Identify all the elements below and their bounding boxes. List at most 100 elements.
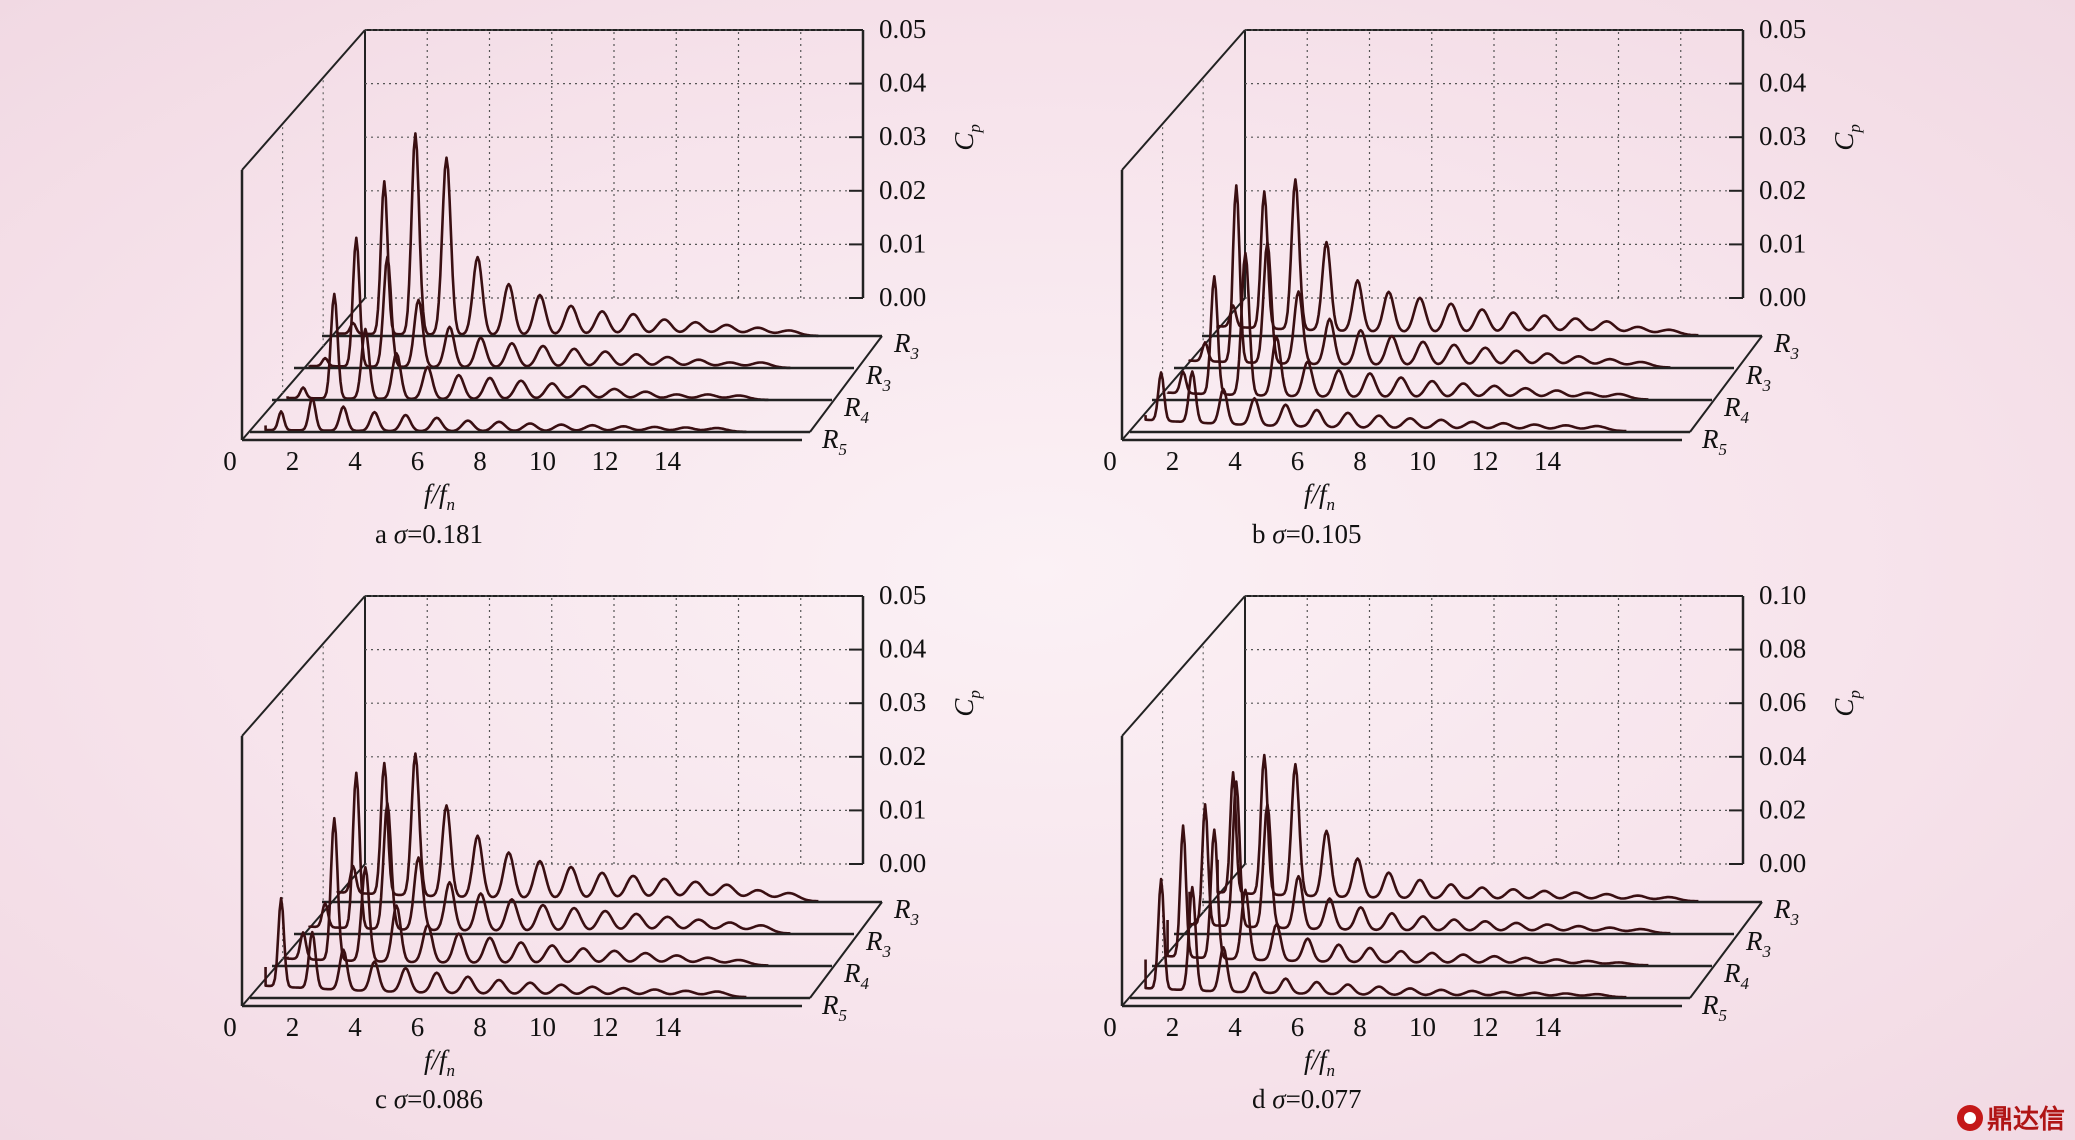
x-tick-label: 0: [223, 446, 237, 476]
y-axis-label-text: Cp: [1829, 690, 1864, 717]
watermark: 鼎达信: [1956, 1099, 2065, 1136]
back-wall: [240, 595, 865, 1007]
x-tick-label: 14: [1534, 1012, 1562, 1042]
y-tick-label: 0.02: [1759, 794, 1806, 824]
slice-label: R4: [1723, 958, 1750, 993]
x-tick-label: 14: [1534, 446, 1562, 476]
x-tick-label: 4: [1228, 446, 1242, 476]
y-axis-label-text: Cp: [949, 690, 984, 717]
y-tick-label: 0.01: [879, 794, 926, 824]
y-tick-label: 0.04: [879, 634, 927, 664]
slice-label: R3: [865, 926, 891, 961]
side-wall-top: [241, 595, 366, 737]
series-line: [1166, 251, 1649, 401]
floor-right-edge: [809, 335, 883, 433]
x-tick-label: 10: [1409, 1012, 1436, 1042]
series-line: [1216, 178, 1699, 337]
x-tick-label: 4: [348, 446, 362, 476]
y-tick-label: 0.04: [1759, 741, 1807, 771]
x-tick-label: 2: [286, 1012, 300, 1042]
panel-caption: c σ=0.086: [375, 1084, 483, 1114]
y-axis-label: Cp: [949, 690, 984, 717]
series-slice-r3: R3: [1174, 184, 1771, 395]
slice-label: R5: [1701, 990, 1727, 1025]
y-tick-label: 0.02: [879, 741, 926, 771]
y-tick-label: 0.04: [879, 68, 927, 98]
series-line: [308, 236, 791, 370]
y-tick-label: 0.01: [879, 228, 926, 258]
x-tick-label: 8: [473, 1012, 487, 1042]
y-axis-label: Cp: [1829, 124, 1864, 151]
x-tick-label: 2: [1166, 1012, 1180, 1042]
series-slice-r3: R3: [322, 752, 919, 929]
x-axis-label: f/fn: [1304, 479, 1335, 514]
y-axis-label: Cp: [949, 124, 984, 151]
back-wall: [240, 29, 865, 441]
y-tick-label: 0.00: [879, 282, 926, 312]
slice-label: R3: [1773, 328, 1799, 363]
x-tick-label: 2: [286, 446, 300, 476]
back-wall: [1120, 29, 1745, 441]
x-axis-label: f/fn: [1304, 1045, 1335, 1080]
y-tick-label: 0.00: [1759, 848, 1806, 878]
x-axis-label: f/fn: [424, 479, 455, 514]
panel-caption: b σ=0.105: [1252, 519, 1362, 549]
x-tick-label: 0: [1103, 446, 1117, 476]
side-wall-top: [241, 29, 366, 171]
series-slice-r3: R3: [294, 771, 891, 961]
series-slice-r3: R3: [1174, 780, 1771, 961]
x-tick-label: 10: [1409, 446, 1436, 476]
series-line: [336, 132, 819, 338]
slice-label: R4: [1723, 392, 1750, 427]
series-line: [308, 771, 791, 935]
series-line: [1188, 184, 1671, 369]
slice-label: R4: [843, 392, 870, 427]
series-slice-r3: R3: [1202, 753, 1799, 929]
y-tick-label: 0.05: [879, 580, 926, 610]
x-tick-label: 0: [1103, 1012, 1117, 1042]
y-tick-label: 0.02: [879, 175, 926, 205]
slice-label: R5: [821, 990, 847, 1025]
x-tick-label: 8: [473, 446, 487, 476]
series-line: [336, 752, 819, 903]
series-slice-r4: R4: [272, 816, 870, 993]
slice-label: R3: [1773, 894, 1799, 929]
series-slice-r5: R5: [250, 397, 847, 459]
y-tick-label: 0.03: [1759, 121, 1806, 151]
series-slice-r4: R4: [1152, 824, 1750, 993]
y-tick-label: 0.05: [1759, 14, 1806, 44]
slice-label: R4: [843, 958, 870, 993]
y-tick-label: 0.10: [1759, 580, 1806, 610]
x-tick-label: 14: [654, 446, 682, 476]
series-line: [1144, 370, 1627, 433]
y-tick-label: 0.01: [1759, 228, 1806, 258]
slice-label: R3: [1745, 926, 1771, 961]
x-tick-label: 6: [1291, 1012, 1305, 1042]
series-line: [1144, 877, 1627, 999]
series-slice-r3: R3: [294, 236, 891, 395]
x-tick-label: 6: [411, 1012, 425, 1042]
x-tick-label: 12: [1472, 446, 1499, 476]
y-tick-label: 0.00: [879, 848, 926, 878]
panel-caption: d σ=0.077: [1252, 1084, 1362, 1114]
x-tick-label: 12: [1472, 1012, 1499, 1042]
y-tick-label: 0.04: [1759, 68, 1807, 98]
series-line: [286, 816, 769, 967]
x-tick-label: 6: [1291, 446, 1305, 476]
panel-caption: a σ=0.181: [375, 519, 483, 549]
series-slice-r5: R5: [1130, 370, 1727, 459]
slice-label: R5: [821, 424, 847, 459]
floor-right-edge: [1689, 901, 1763, 999]
x-tick-label: 12: [592, 446, 619, 476]
y-axis-label: Cp: [1829, 690, 1864, 717]
x-tick-label: 10: [529, 446, 556, 476]
series-slice-r3: R3: [322, 132, 919, 363]
series-line: [1216, 753, 1699, 903]
slice-label: R3: [865, 360, 891, 395]
y-tick-label: 0.03: [879, 687, 926, 717]
logo-icon: [1956, 1104, 1983, 1131]
y-tick-label: 0.05: [879, 14, 926, 44]
